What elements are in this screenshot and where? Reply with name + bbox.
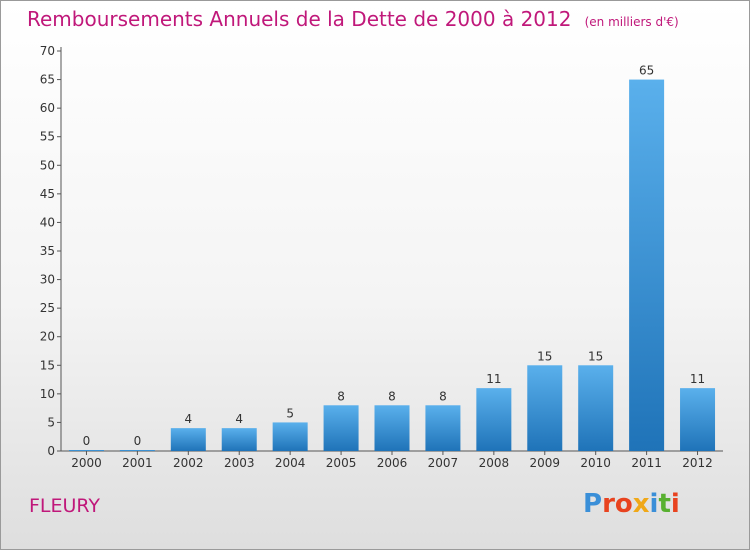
bar <box>323 405 359 451</box>
y-tick-label: 60 <box>40 101 55 115</box>
y-tick-label: 65 <box>40 73 55 87</box>
x-tick-label: 2001 <box>122 456 153 470</box>
data-label: 4 <box>184 412 192 426</box>
x-tick-label: 2004 <box>275 456 306 470</box>
bar <box>680 388 716 451</box>
data-label: 8 <box>439 389 447 403</box>
logo-letter: x <box>632 489 650 519</box>
data-label: 8 <box>388 389 396 403</box>
y-tick-label: 15 <box>40 358 55 372</box>
data-label: 11 <box>690 372 705 386</box>
y-tick-label: 40 <box>40 215 55 229</box>
labels: 2000 0 2001 0 2002 4 2003 4 2004 5 2005 8 2006 8 2007 8… <box>71 64 713 470</box>
data-label: 15 <box>588 349 603 363</box>
logo-letter: P <box>583 489 603 519</box>
x-tick-label: 2012 <box>682 456 713 470</box>
logo-letter: r <box>602 489 615 519</box>
data-label: 11 <box>486 372 501 386</box>
bar <box>272 422 308 451</box>
x-tick-label: 2007 <box>428 456 459 470</box>
chart-title-block: Remboursements Annuels de la Dette de 20… <box>27 7 679 31</box>
y-tick-label: 20 <box>40 330 55 344</box>
bar <box>578 365 614 451</box>
x-tick-label: 2006 <box>377 456 408 470</box>
data-label: 4 <box>235 412 243 426</box>
y-tick-label: 35 <box>40 244 55 258</box>
y-tick-label: 0 <box>47 444 55 458</box>
x-tick-label: 2011 <box>631 456 662 470</box>
y-tick-label: 45 <box>40 187 55 201</box>
y-tick-label: 30 <box>40 273 55 287</box>
logo-letter: o <box>614 489 633 519</box>
x-tick-label: 2000 <box>71 456 102 470</box>
bar <box>425 405 461 451</box>
bar <box>170 428 206 451</box>
logo-letter: t <box>658 489 671 519</box>
bars <box>68 79 716 452</box>
data-label: 0 <box>83 434 91 448</box>
data-label: 8 <box>337 389 345 403</box>
x-tick-label: 2002 <box>173 456 204 470</box>
logo-letter: i <box>670 489 680 519</box>
x-tick-label: 2003 <box>224 456 255 470</box>
proxiti-logo: Proxiti <box>583 489 680 519</box>
bar <box>629 79 665 452</box>
y-tick-label: 10 <box>40 387 55 401</box>
y-tick-label: 5 <box>47 415 55 429</box>
bar <box>476 388 512 451</box>
y-tick-label: 50 <box>40 158 55 172</box>
y-tick-label: 25 <box>40 301 55 315</box>
x-tick-label: 2008 <box>479 456 510 470</box>
data-label: 65 <box>639 64 654 78</box>
data-label: 5 <box>286 406 294 420</box>
bar <box>119 450 155 451</box>
x-tick-label: 2005 <box>326 456 357 470</box>
commune-name: FLEURY <box>29 495 101 517</box>
bar <box>221 428 257 451</box>
chart-title: Remboursements Annuels de la Dette de 20… <box>27 7 572 31</box>
x-tick-label: 2009 <box>529 456 560 470</box>
data-label: 15 <box>537 349 552 363</box>
y-tick-label: 70 <box>40 44 55 58</box>
logo-letter: i <box>649 489 659 519</box>
bar <box>374 405 410 451</box>
data-label: 0 <box>134 434 142 448</box>
chart-unit: (en milliers d'€) <box>584 15 679 29</box>
x-tick-label: 2010 <box>580 456 611 470</box>
bar <box>68 450 104 451</box>
bar <box>527 365 563 451</box>
y-tick-label: 55 <box>40 130 55 144</box>
